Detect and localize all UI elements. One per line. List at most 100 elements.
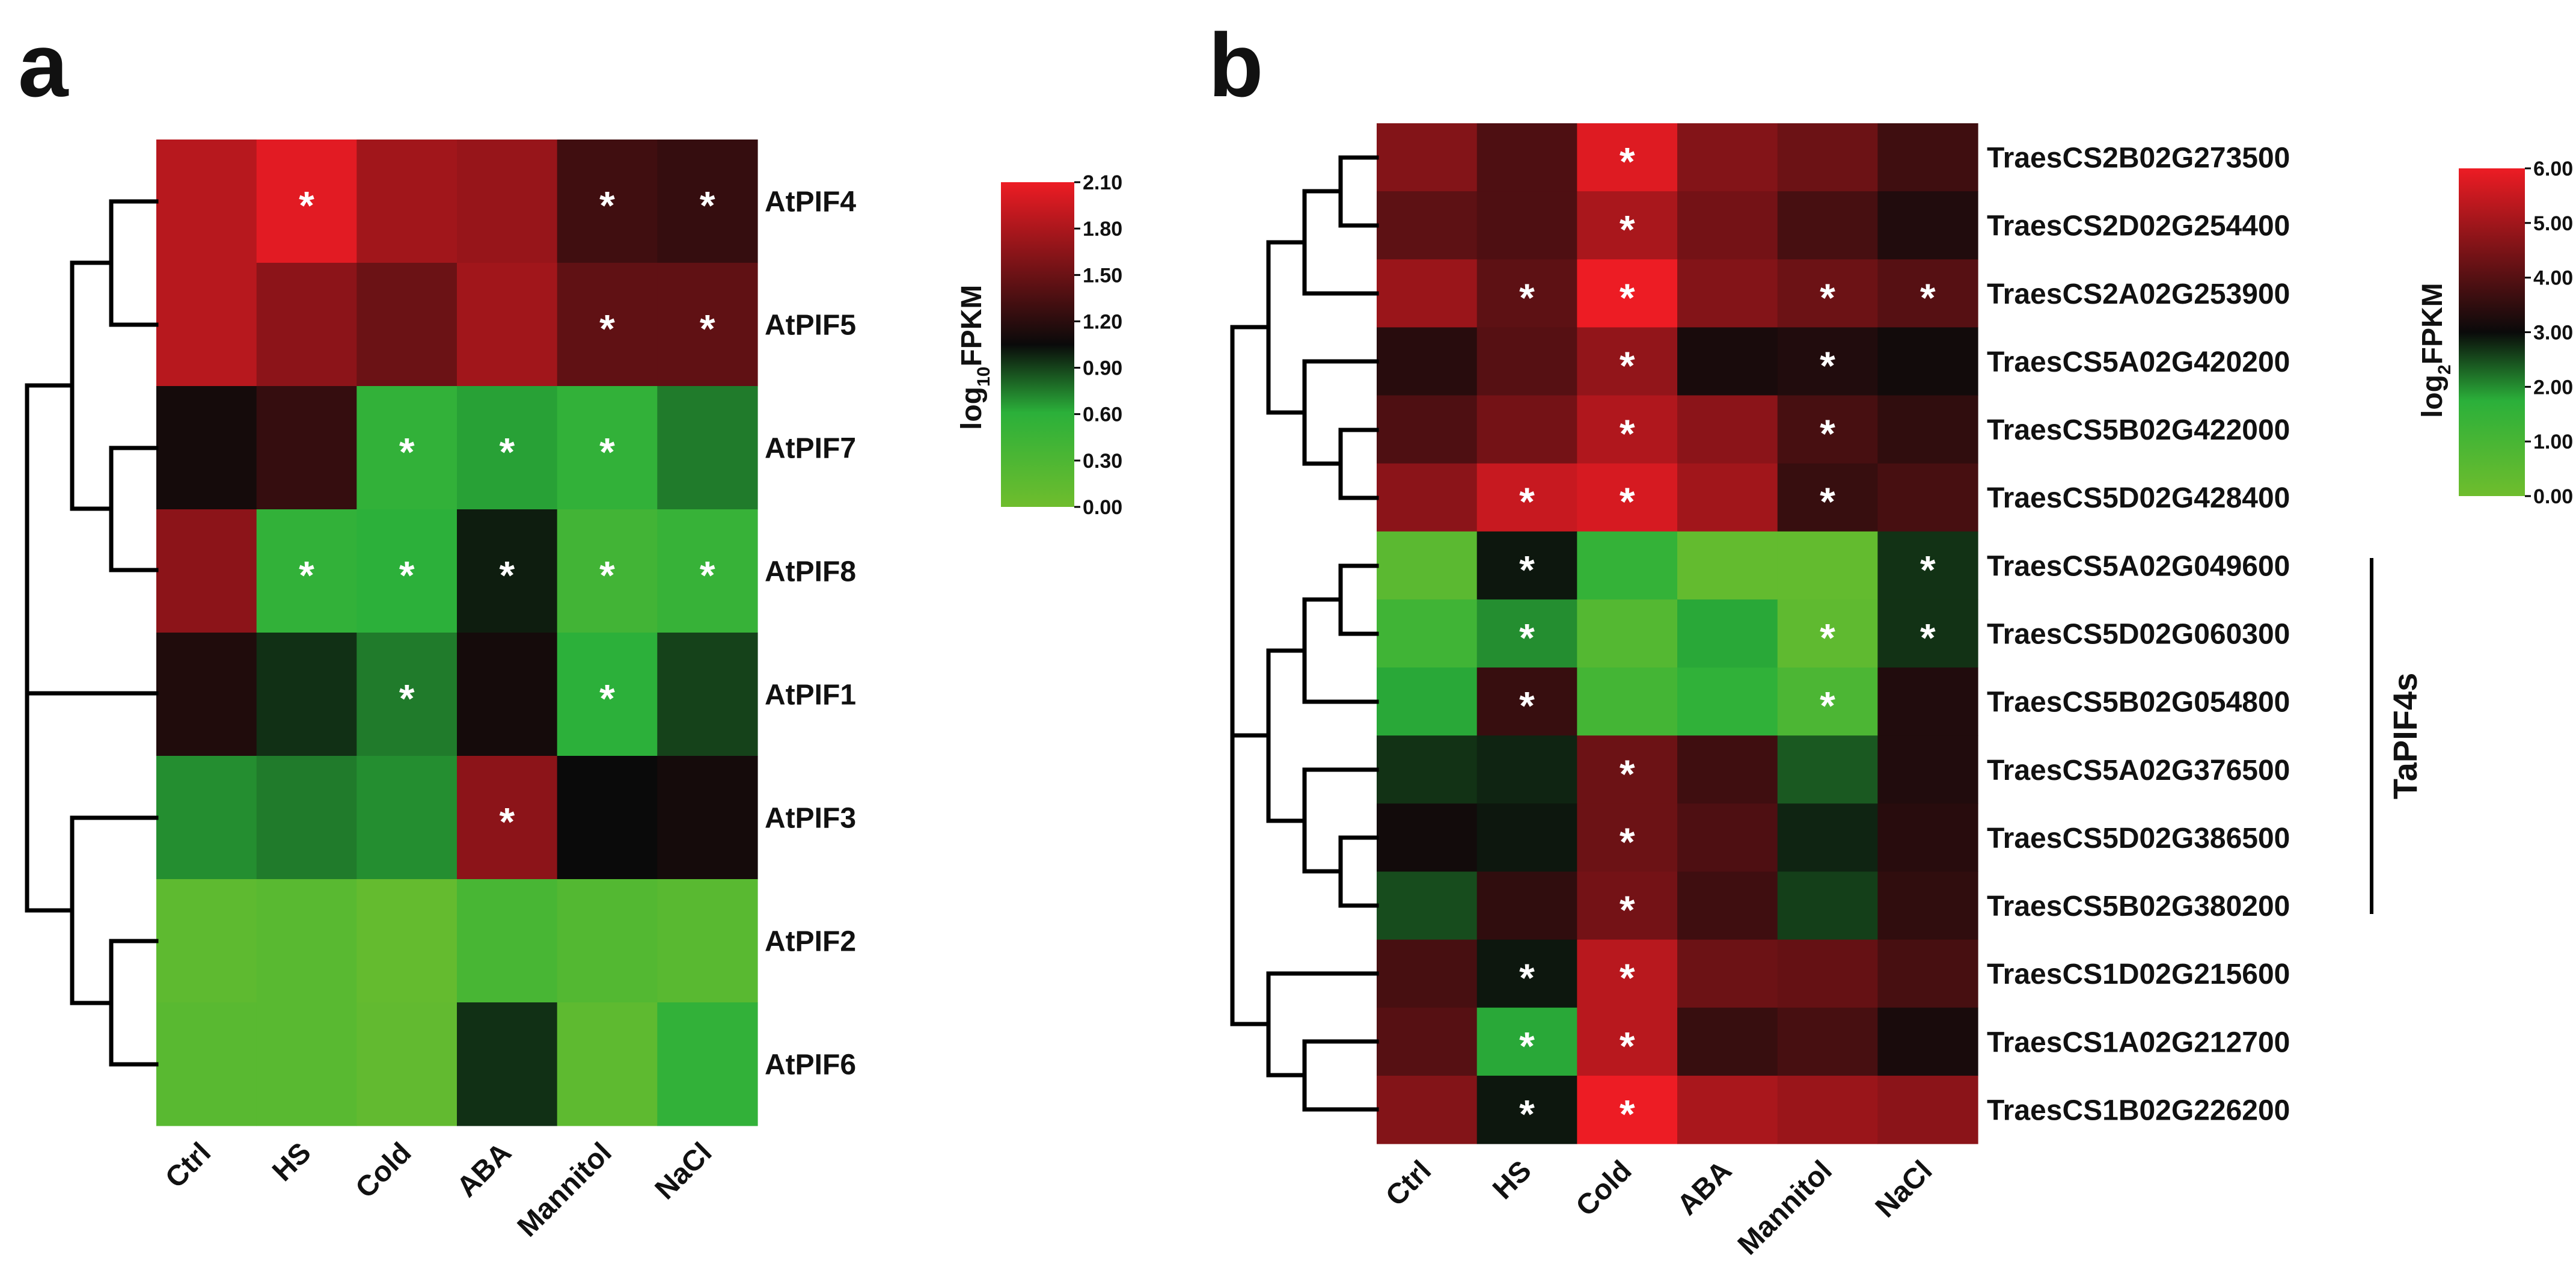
colorbar-b: 6.00 5.00 4.00 3.00 2.00 1.00 0.00 log2FPKM	[2417, 158, 2573, 508]
heatmap-panel-b: * * * * * * * * * * * * * * * * * * * * * * * * * * * * * TraesCS2B0…	[1230, 123, 2573, 1261]
heatmap-b-cell-r2-c0	[1377, 259, 1478, 328]
row-label: TraesCS5D02G386500	[1987, 823, 2290, 854]
heatmap-a-cell-r6-c2	[356, 879, 457, 1003]
heatmap-b-cell-r13-c4	[1777, 1007, 1878, 1076]
heatmap-b-cell-r12-c3	[1677, 939, 1778, 1008]
heatmap-b-cell-r1-c5	[1877, 191, 1978, 260]
heatmap-b-cell-r0-c3	[1677, 123, 1778, 192]
significance-star: *	[499, 800, 515, 844]
significance-star: *	[1519, 616, 1535, 660]
heatmap-b-cell-r5-c3	[1677, 463, 1778, 532]
heatmap-a-cell-r4-c1	[256, 633, 357, 756]
heatmap-b-cell-r10-c3	[1677, 803, 1778, 872]
heatmap-a-cell-r2-c2	[356, 386, 457, 510]
heatmap-a-cell-r3-c4	[557, 509, 658, 633]
row-label: AtPIF3	[765, 803, 856, 835]
heatmap-b-cell-r11-c3	[1677, 871, 1778, 940]
heatmap-b-cell-r14-c5	[1877, 1075, 1978, 1144]
heatmap-b-cell-r7-c4	[1777, 599, 1878, 668]
column-label: HS	[266, 1136, 317, 1188]
significance-star: *	[1620, 411, 1635, 456]
heatmap-b-cell-r14-c0	[1377, 1075, 1478, 1144]
row-label: TraesCS2A02G253900	[1987, 278, 2290, 310]
heatmap-b-cell-r10-c1	[1476, 803, 1577, 872]
significance-star: *	[1820, 343, 1835, 388]
column-label: Mannitol	[512, 1136, 618, 1243]
heatmap-b-cell-r4-c1	[1476, 395, 1577, 464]
colorbar-a-ticks: 2.10 1.80 1.50 1.20 0.90 0.60 0.30 0.00	[1074, 171, 1122, 519]
row-label: TraesCS5B02G422000	[1987, 414, 2290, 446]
heatmap-a-cell-r6-c3	[457, 879, 558, 1003]
colorbar-tick-label: 2.10	[1083, 171, 1122, 194]
significance-star: *	[1620, 752, 1635, 796]
colorbar-a-gradient	[1001, 182, 1074, 507]
heatmap-b-cell-r2-c1	[1476, 259, 1577, 328]
heatmap-a-cell-r4-c4	[557, 633, 658, 756]
heatmap-b-cell-r2-c5	[1877, 259, 1978, 328]
heatmap-a-cell-r7-c4	[557, 1002, 658, 1126]
colorbar-tick-label: 0.00	[1083, 496, 1122, 519]
heatmap-b-cell-r14-c3	[1677, 1075, 1778, 1144]
heatmap-b-cell-r1-c1	[1476, 191, 1577, 260]
colorbar-b-gradient	[2459, 168, 2525, 496]
column-label: Cold	[1570, 1155, 1638, 1222]
row-label: TraesCS5B02G054800	[1987, 687, 2290, 719]
significance-star: *	[1620, 140, 1635, 184]
significance-star: *	[399, 430, 415, 474]
heatmap-a-cell-r1-c2	[356, 263, 457, 387]
row-label: TraesCS2B02G273500	[1987, 143, 2290, 174]
row-label: AtPIF7	[765, 433, 856, 465]
heatmap-a-cell-r1-c5	[657, 263, 758, 387]
heatmap-b-cell-r8-c0	[1377, 667, 1478, 736]
heatmap-b-cell-r10-c0	[1377, 803, 1478, 872]
heatmap-b-cell-r9-c4	[1777, 735, 1878, 804]
heatmap-b-cell-r10-c4	[1777, 803, 1878, 872]
column-label: ABA	[1671, 1155, 1738, 1221]
heatmap-b-cell-r3-c3	[1677, 327, 1778, 396]
heatmap-b-cell-r0-c5	[1877, 123, 1978, 192]
heatmap-b-cell-r14-c1	[1476, 1075, 1577, 1144]
heatmap-b-cell-r8-c1	[1476, 667, 1577, 736]
heatmap-b-cell-r0-c0	[1377, 123, 1478, 192]
colorbar-tick-label: 4.00	[2533, 267, 2573, 290]
heatmap-b-cell-r9-c3	[1677, 735, 1778, 804]
heatmap-a-cell-r7-c3	[457, 1002, 558, 1126]
heatmap-a-cell-r3-c3	[457, 509, 558, 633]
heatmap-b-cell-r7-c0	[1377, 599, 1478, 668]
heatmap-a-cell-r1-c0	[156, 263, 257, 387]
significance-star: *	[700, 307, 715, 351]
heatmap-b-cell-r6-c0	[1377, 531, 1478, 600]
column-label: ABA	[451, 1136, 518, 1203]
row-label: AtPIF1	[765, 679, 856, 711]
heatmap-b-cell-r5-c5	[1877, 463, 1978, 532]
heatmap-b-row-labels: TraesCS2B02G273500 TraesCS2D02G254400 Trae…	[1987, 143, 2290, 1127]
heatmap-b-cell-r12-c5	[1877, 939, 1978, 1008]
heatmap-b-cell-r8-c3	[1677, 667, 1778, 736]
heatmap-a-cell-r7-c5	[657, 1002, 758, 1126]
significance-star: *	[599, 183, 615, 228]
significance-star: *	[1519, 955, 1535, 1000]
heatmap-b-cell-r6-c1	[1476, 531, 1577, 600]
significance-star: *	[1620, 820, 1635, 864]
heatmap-b-cell-r12-c0	[1377, 939, 1478, 1008]
heatmap-b-cell-r7-c5	[1877, 599, 1978, 668]
column-label: Mannitol	[1732, 1155, 1838, 1261]
significance-star: *	[1920, 547, 1936, 592]
heatmap-a-cell-r2-c0	[156, 386, 257, 510]
row-label: AtPIF5	[765, 310, 856, 342]
heatmap-a-cell-r2-c5	[657, 386, 758, 510]
heatmap-b-cell-r0-c1	[1476, 123, 1577, 192]
heatmap-b-cell-r11-c1	[1476, 871, 1577, 940]
row-label: TraesCS5A02G376500	[1987, 755, 2290, 787]
heatmap-b-cell-r10-c5	[1877, 803, 1978, 872]
heatmap-a-cell-r6-c0	[156, 879, 257, 1003]
heatmap-b-cell-r11-c0	[1377, 871, 1478, 940]
heatmap-a-cell-r3-c5	[657, 509, 758, 633]
significance-star: *	[1820, 411, 1835, 456]
significance-star: *	[1620, 207, 1635, 252]
heatmap-a-cell-r0-c3	[457, 140, 558, 263]
significance-star: *	[399, 676, 415, 721]
row-label: TraesCS5D02G428400	[1987, 482, 2290, 514]
